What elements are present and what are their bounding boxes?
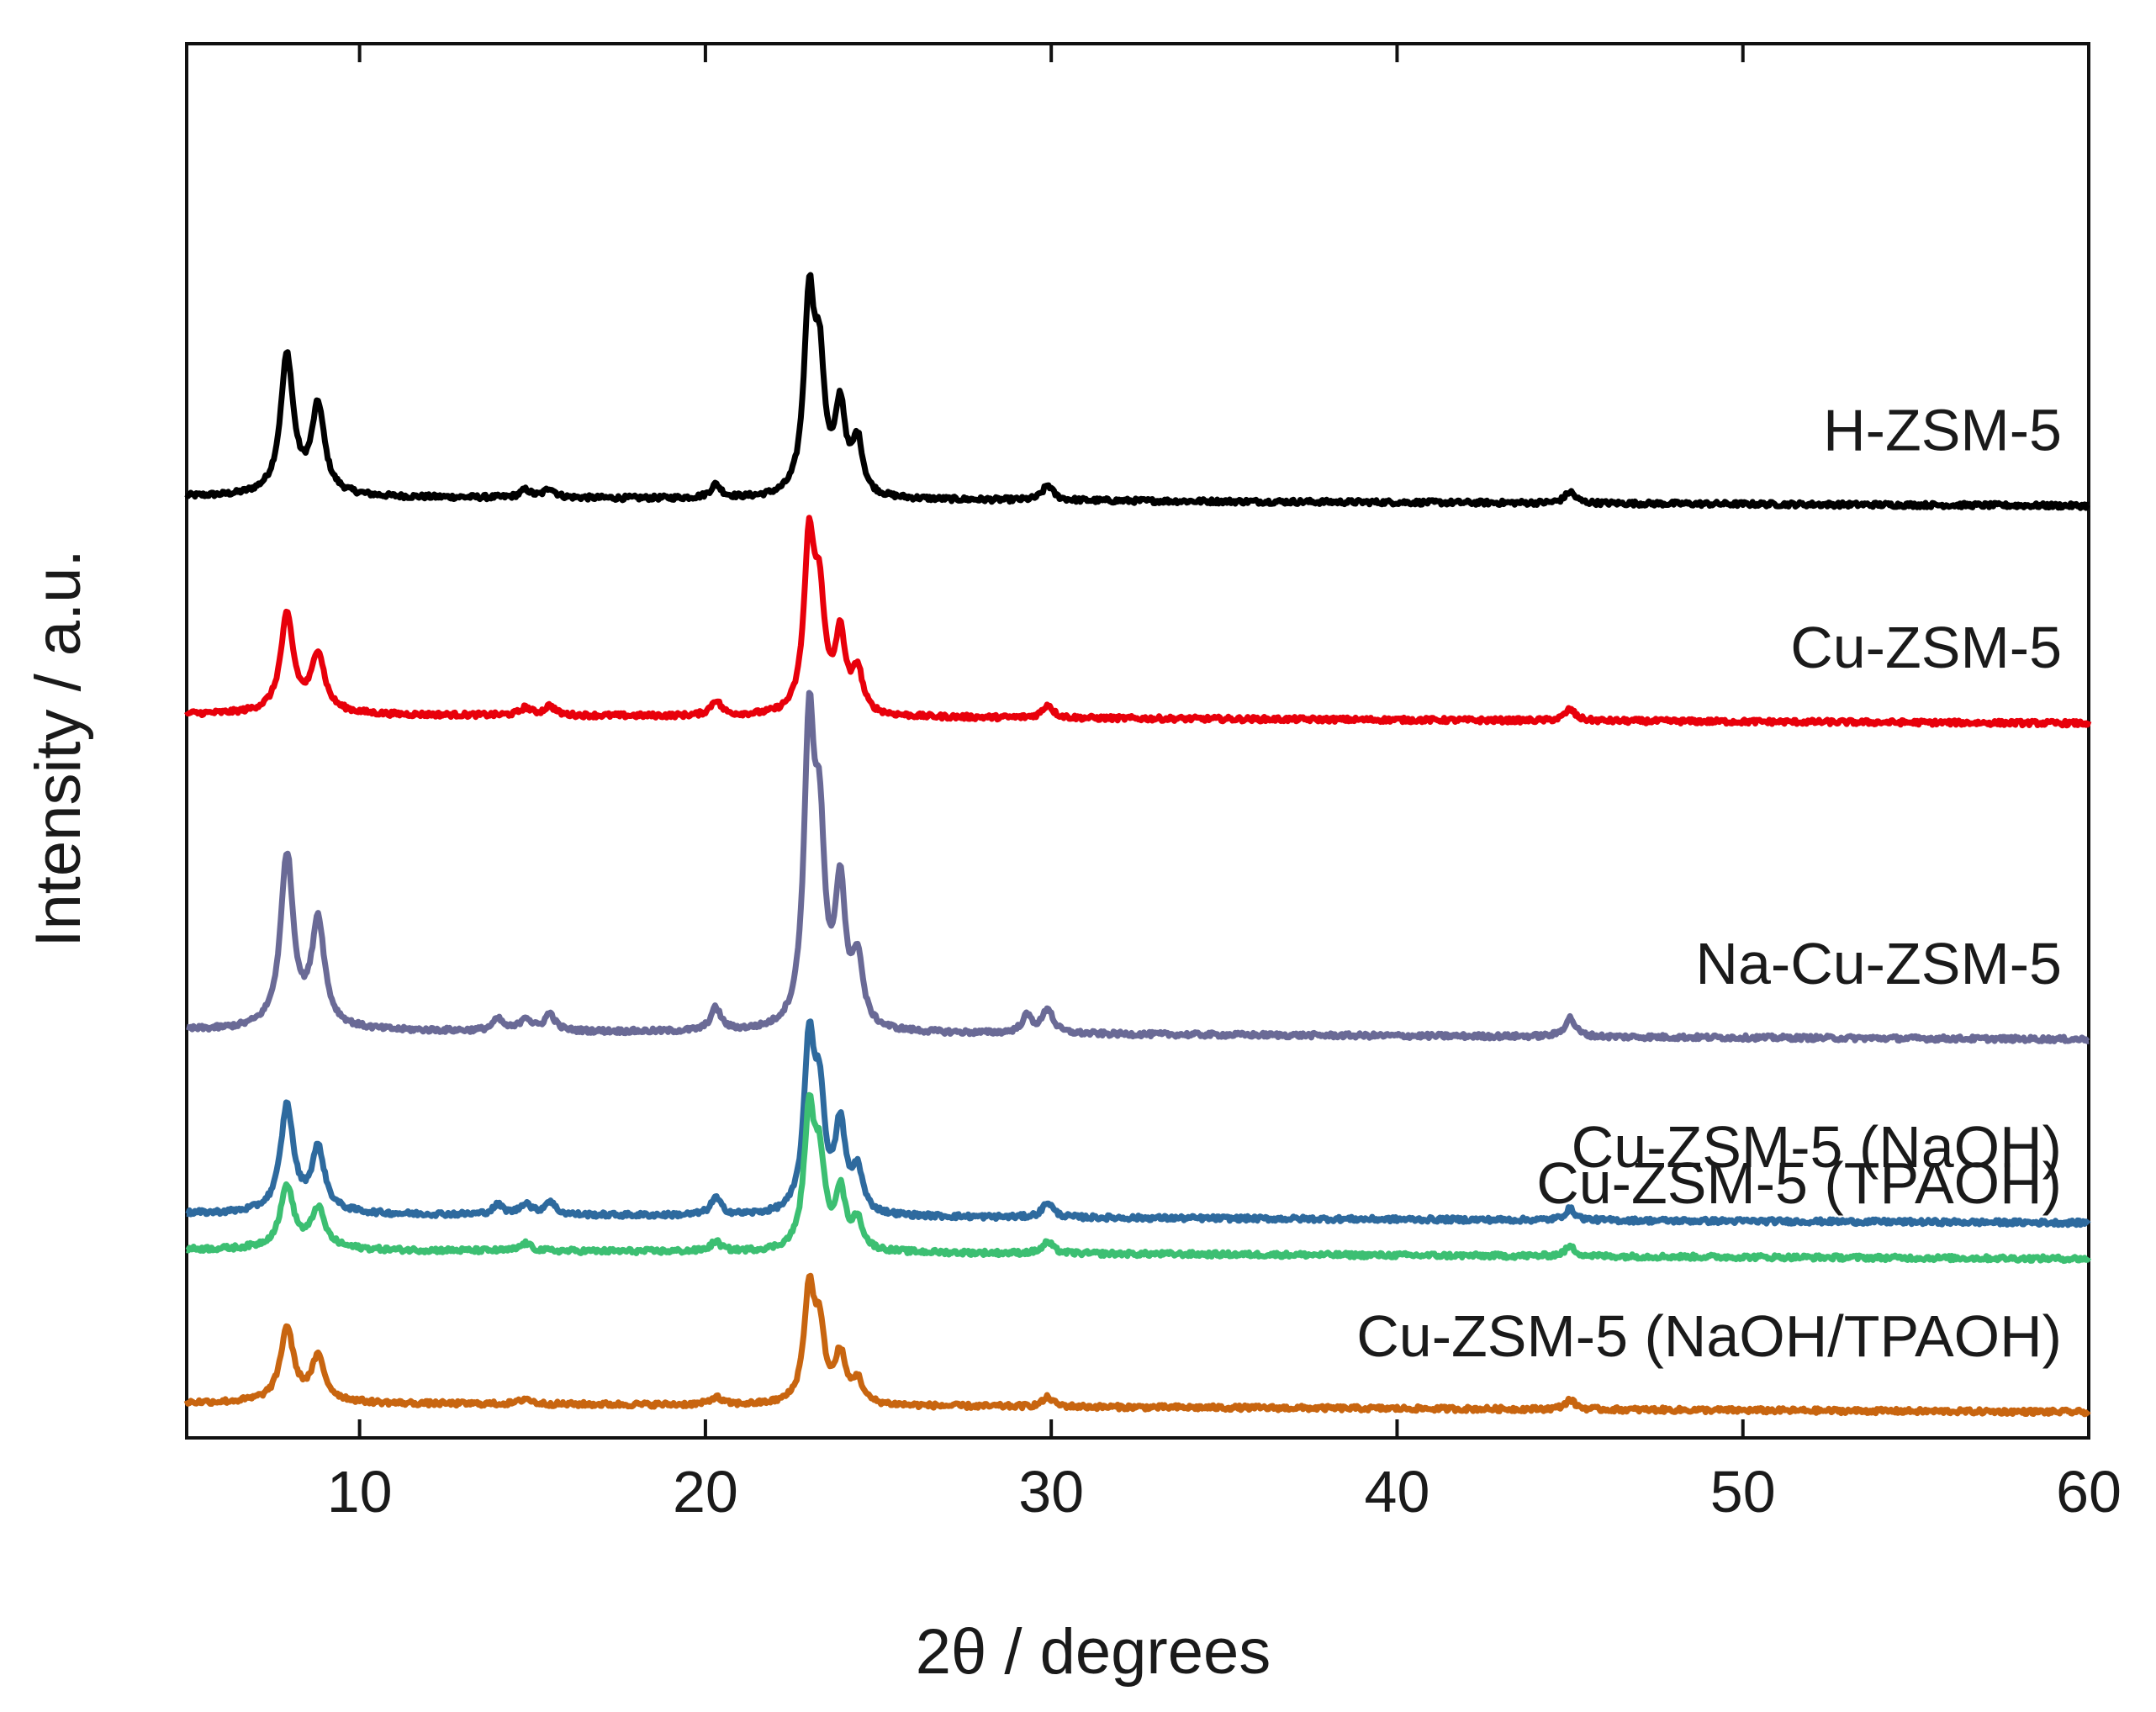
xrd-traces bbox=[183, 272, 2092, 1418]
series-line-3 bbox=[185, 1018, 2091, 1229]
series-labels: H-ZSM-5 Cu-ZSM-5 Na-Cu-ZSM-5 Cu-ZSM-5 (NaOH… bbox=[1356, 397, 2062, 1369]
series-line-4 bbox=[185, 1091, 2092, 1265]
x-tick-label: 50 bbox=[1710, 1459, 1776, 1524]
series-label-3: Cu-ZSM-5 (NaOH) bbox=[1572, 1114, 2062, 1180]
x-tick-label: 20 bbox=[673, 1459, 738, 1524]
x-tick-label: 40 bbox=[1365, 1459, 1430, 1524]
x-tick-label: 10 bbox=[327, 1459, 393, 1524]
x-axis-title: 2θ / degrees bbox=[916, 1616, 1271, 1688]
y-axis-title: Intensity / a.u. bbox=[23, 549, 94, 947]
x-axis-ticks: 10 20 30 40 50 60 bbox=[327, 44, 2122, 1524]
series-line-1 bbox=[184, 515, 2092, 729]
plot-frame bbox=[185, 42, 2090, 1440]
x-tick-label: 30 bbox=[1018, 1459, 1084, 1524]
series-label-1: Cu-ZSM-5 bbox=[1790, 615, 2062, 680]
series-label-2: Na-Cu-ZSM-5 bbox=[1695, 931, 2062, 996]
series-line-2 bbox=[185, 690, 2090, 1044]
plot-area-border bbox=[185, 42, 2090, 1440]
series-line-0 bbox=[184, 272, 2090, 511]
x-tick-label: 60 bbox=[2056, 1459, 2122, 1524]
series-label-5: Cu-ZSM-5 (NaOH/TPAOH) bbox=[1356, 1303, 2062, 1369]
series-line-5 bbox=[183, 1272, 2091, 1418]
series-label-4: Cu-ZSM-5 (TPAOH) bbox=[1536, 1150, 2062, 1216]
series-label-0: H-ZSM-5 bbox=[1823, 397, 2062, 462]
